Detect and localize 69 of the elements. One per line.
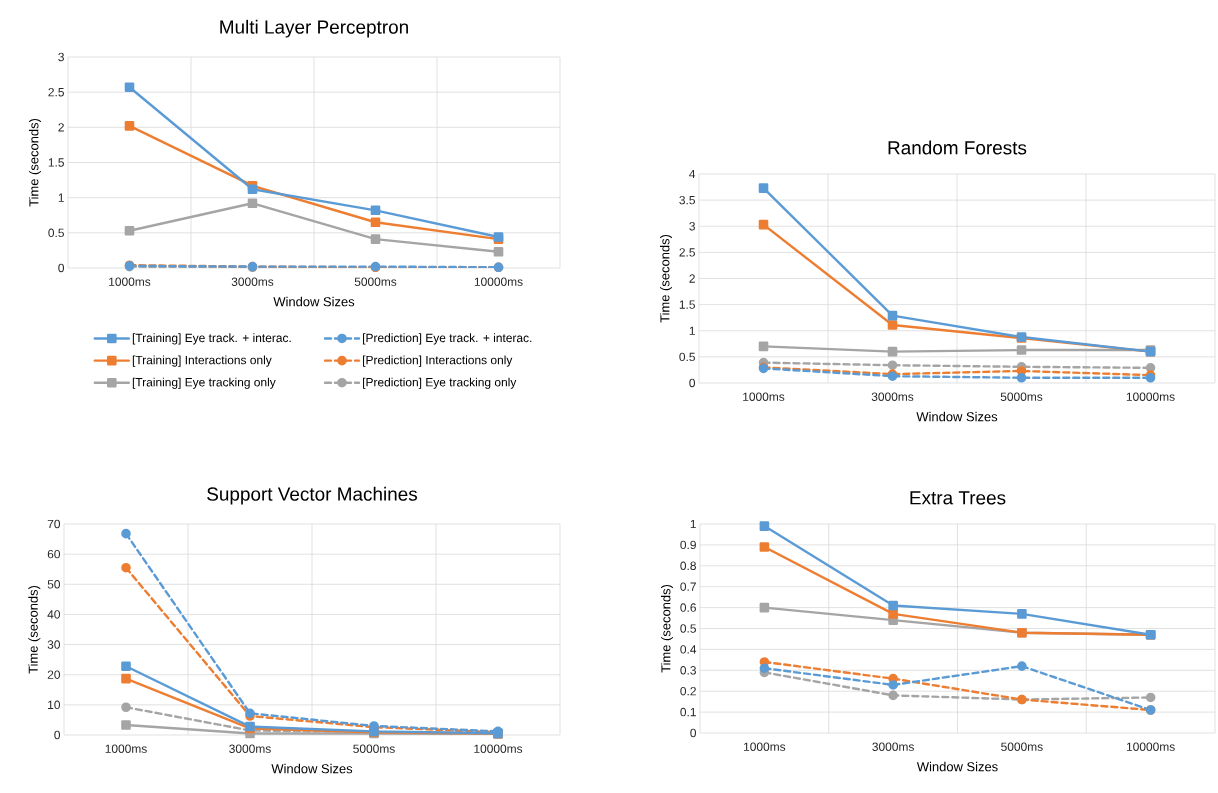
x-tick-label: 10000ms — [474, 277, 523, 286]
y-tick-label: 0.3 — [680, 666, 696, 675]
y-tick-label: 1 — [58, 193, 64, 202]
y-tick-label: 30 — [47, 640, 61, 649]
y-tick-label: 0.9 — [680, 540, 696, 550]
y-tick-label: 1.5 — [679, 300, 695, 309]
legend-label: [Prediction] Interactions only — [363, 355, 513, 367]
chart-title: Random Forests — [888, 140, 1027, 155]
y-tick-label: 2 — [58, 123, 64, 132]
x-tick-label: 5000ms — [1000, 392, 1043, 401]
y-tick-label: 0.8 — [680, 561, 696, 571]
x-tick-label: 5000ms — [1001, 742, 1043, 751]
x-tick-label: 10000ms — [474, 744, 523, 753]
x-tick-label: 3000ms — [229, 744, 271, 753]
y-tick-label: 10 — [48, 700, 61, 710]
y-tick-label: 0.5 — [48, 228, 64, 238]
x-tick-label: 3000ms — [231, 277, 274, 286]
x-axis-title: Window Sizes — [271, 763, 353, 774]
x-tick-label: 3000ms — [872, 742, 914, 751]
y-tick-label: 0.5 — [680, 624, 696, 633]
legend-label: [Prediction] Eye tracking only — [363, 377, 517, 389]
y-tick-label: 0 — [689, 378, 696, 388]
x-tick-label: 3000ms — [871, 392, 914, 401]
y-axis-title: Time (seconds) — [660, 584, 674, 673]
y-tick-label: 0.4 — [680, 645, 697, 654]
legend-label: [Training] Eye track. + interac. — [132, 333, 291, 345]
y-axis-title: Time (seconds) — [659, 234, 673, 323]
y-tick-label: 0.2 — [680, 686, 696, 696]
x-tick-label: 5000ms — [354, 277, 397, 286]
x-tick-label: 1000ms — [109, 277, 151, 286]
y-axis-title: Time (seconds) — [28, 118, 42, 207]
chart-title: Extra Trees — [910, 491, 1006, 505]
y-tick-label: 3 — [58, 52, 64, 62]
y-tick-label: 2 — [689, 274, 695, 283]
x-axis-title: Window Sizes — [273, 296, 355, 307]
x-tick-label: 10000ms — [1126, 742, 1175, 751]
x-tick-label: 1000ms — [105, 744, 147, 753]
chart-title: Multi Layer Perceptron — [220, 19, 408, 38]
y-tick-label: 0 — [54, 730, 61, 740]
y-tick-label: 3.5 — [679, 195, 695, 205]
y-tick-label: 20 — [47, 670, 61, 679]
y-tick-label: 50 — [47, 580, 61, 589]
y-tick-label: 40 — [47, 610, 61, 619]
y-axis-title: Time (seconds) — [28, 585, 41, 674]
y-tick-label: 3 — [689, 222, 695, 231]
y-tick-label: 4 — [689, 169, 696, 179]
y-tick-label: 70 — [47, 519, 61, 529]
x-tick-label: 5000ms — [353, 744, 395, 753]
y-tick-label: 1 — [689, 326, 695, 335]
y-tick-label: 0.6 — [680, 603, 696, 612]
legend-label: [Training] Eye tracking only — [132, 377, 276, 389]
y-tick-label: 1.5 — [48, 158, 64, 167]
y-tick-label: 0 — [690, 728, 697, 738]
legend-label: [Prediction] Eye track. + interac. — [363, 333, 532, 345]
x-axis-title: Window Sizes — [916, 411, 998, 422]
x-tick-label: 1000ms — [744, 742, 786, 751]
chart-title: Support Vector Machines — [207, 486, 418, 505]
y-tick-label: 2.5 — [679, 248, 695, 257]
legend-label: [Training] Interactions only — [132, 355, 272, 367]
y-tick-label: 0.5 — [679, 352, 695, 362]
y-tick-label: 60 — [47, 549, 61, 559]
y-tick-label: 0 — [58, 263, 65, 273]
x-tick-label: 1000ms — [743, 392, 785, 401]
y-tick-label: 0.1 — [680, 707, 696, 717]
x-axis-title: Window Sizes — [916, 761, 998, 772]
y-tick-label: 2.5 — [48, 87, 64, 97]
x-tick-label: 10000ms — [1126, 392, 1175, 401]
y-tick-label: 1 — [690, 519, 696, 529]
y-tick-label: 0.7 — [680, 582, 696, 591]
